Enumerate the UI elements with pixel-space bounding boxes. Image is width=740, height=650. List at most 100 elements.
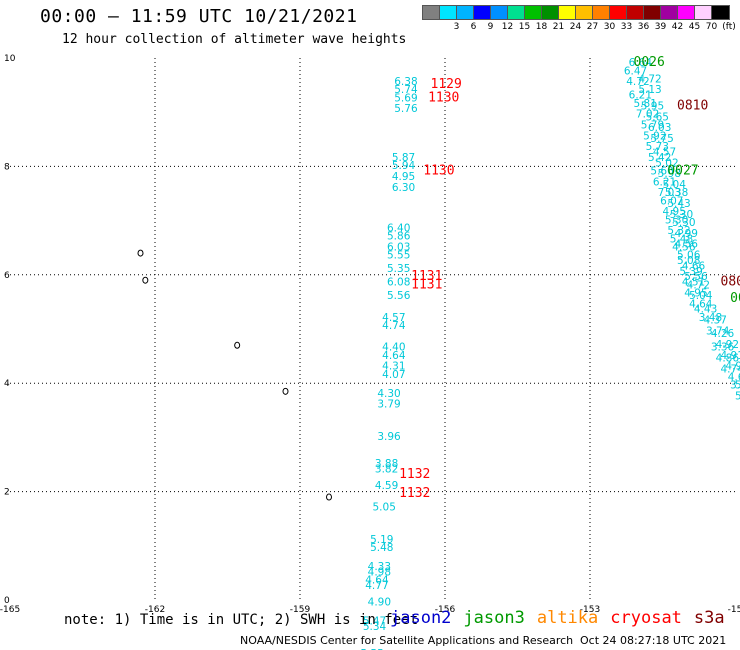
color-scale-label: 15 [518,22,531,32]
generated-timestamp: Oct 24 08:27:18 UTC 2021 [580,634,727,647]
wave-height-point: 5.38 [665,187,688,199]
x-tick-label: -156 [435,605,456,615]
wave-height-point: 5.43 [667,198,690,210]
island-outline [137,249,144,257]
pass-time-label: 0026 [634,55,665,70]
color-scale-label: 30 [603,22,616,32]
wave-height-point: 4.64 [382,350,406,362]
wave-height-point: 4.56 [672,241,696,253]
color-scale-label: 33 [620,22,633,32]
wave-height-point: 4.30 [377,388,400,400]
wave-height-point: 3.36 [711,342,735,354]
wave-height-point: 4.95 [684,287,707,299]
pass-time-label: 0028 [730,291,740,306]
wave-height-point: 5.55 [387,250,410,262]
wave-height-point: 5.48 [370,542,393,554]
wave-height-point: 5.60 [650,166,673,178]
satellite-legend: jason2 jason3 altika cryosat s3a [390,608,737,628]
wave-height-point: 5.08 [735,390,740,402]
wave-height-point: 4.66 [682,260,706,272]
wave-height-point: 4.95 [663,206,686,218]
wave-height-point: 5.05 [373,502,396,514]
wave-height-point: 4.74 [721,363,740,375]
pass-time-label: 0810 [677,98,708,113]
wave-height-point: 3.96 [377,431,401,443]
wave-height-point: 5.76 [394,103,418,115]
wave-height-point: 5.79 [641,119,664,131]
satellite-legend-item: s3a [693,608,725,628]
x-tick-label: -153 [580,605,600,615]
wave-height-point: 4.86 [716,353,740,365]
satellite-legend-item: jason2 [390,608,452,628]
wave-height-point: 5.55 [360,648,383,650]
wave-height-point: 4.57 [653,147,676,159]
wave-height-point: 5.39 [679,266,702,278]
units-note: note: 1) Time is in UTC; 2) SWH is in fe… [64,612,419,628]
wave-height-point: 6.07 [660,195,683,207]
pass-time-label: 1131 [411,269,442,284]
wave-height-point: 5.75 [650,133,673,145]
wave-height-point: 5.86 [387,231,411,243]
pass-time-label: 1129 [431,77,462,92]
wave-height-point: 3.88 [375,458,398,470]
wave-height-point: 4.92 [716,339,739,351]
wave-height-point: 4.40 [382,342,405,354]
color-scale-label: 21 [552,22,565,32]
wave-height-point: 6.08 [387,277,410,289]
y-tick-label: 8 [4,162,10,172]
color-scale-label: 9 [487,22,494,32]
wave-height-point: 4.57 [382,312,405,324]
wave-height-point: 4.95 [725,361,740,373]
wave-height-point: 5.35 [387,263,410,275]
wave-height-point: 5.04 [663,179,687,191]
wave-height-point: 4.98 [368,567,391,579]
wave-height-point: 3.48 [699,312,722,324]
wave-height-point: 6.03 [387,241,410,253]
island-outline [282,387,289,395]
satellite-legend-item: jason3 [463,608,525,628]
x-tick-label: -159 [290,605,311,615]
wave-height-point: 3.95 [730,380,740,392]
wave-height-point: 6.21 [629,90,652,102]
credit-text: NOAA/NESDIS Center for Satellite Applica… [240,634,574,647]
x-tick-label: -15 [728,605,740,615]
wave-height-point: 5.32 [667,225,690,237]
wave-height-point: 6.21 [653,176,676,188]
wave-height-point: 5.06 [677,250,701,262]
wave-height-point: 4.74 [382,320,406,332]
wave-height-point: 5.19 [370,534,393,546]
y-tick-label: 0 [4,596,10,606]
wave-height-point: 4.56 [675,239,699,251]
wave-height-point: 5.30 [670,209,693,221]
wave-height-point: 5.48 [670,233,693,245]
wave-height-point: 5.74 [394,84,418,96]
wave-height-point: 4.33 [368,561,391,573]
pass-time-label: 0809 [721,275,740,290]
wave-height-point: 5.65 [646,111,669,123]
wave-height-point: 6.30 [392,182,415,194]
wave-height-point: 6.40 [387,222,410,234]
wave-height-point: 3.82 [375,464,398,476]
color-scale-label: 45 [688,22,701,32]
wave-height-point: 5.92 [643,130,666,142]
wave-height-point: 6.38 [394,76,417,88]
wave-height-point: 6.47 [624,65,647,77]
color-scale-label: 6 [470,22,477,32]
wave-height-point: 4.43 [694,304,717,316]
wave-height-point: 5.00 [735,380,740,392]
wave-height-point: 5.69 [394,92,417,104]
wave-height-point: 4.64 [365,575,389,587]
satellite-legend-item: cryosat [610,608,682,628]
pass-time-label: 0027 [667,164,698,179]
wave-height-point: 5.04 [689,290,713,302]
wave-height-point: 3.79 [377,399,400,411]
wave-height-point: 4.99 [675,228,698,240]
wave-height-point: 5.34 [363,621,387,633]
wave-height-point: 4.72 [638,73,661,85]
wave-height-point: 4.72 [626,76,649,88]
color-scale-label: 36 [637,22,650,32]
wave-height-point: 4.59 [375,480,398,492]
wave-height-point: 6.03 [648,122,671,134]
wave-height-point: 4.26 [711,328,735,340]
pass-time-label: 1132 [399,486,430,501]
